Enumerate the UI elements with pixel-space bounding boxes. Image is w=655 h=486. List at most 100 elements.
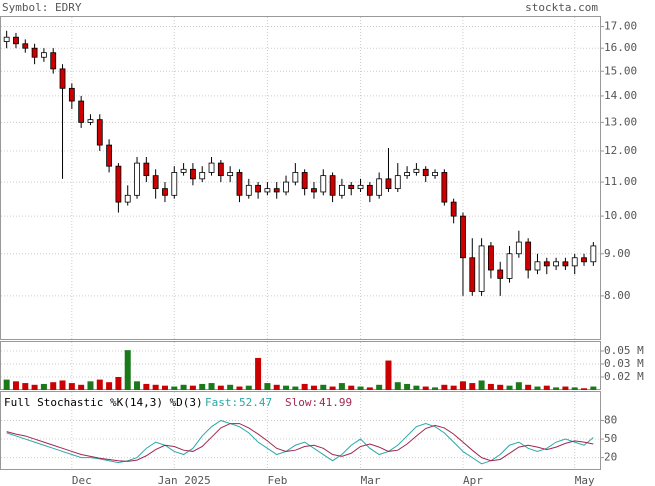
volume-bar (171, 386, 178, 390)
volume-bar (217, 385, 224, 390)
y-tick-label: 10.00 (604, 209, 637, 222)
candle-body (68, 87, 75, 102)
volume-bar (40, 383, 47, 390)
candle-body (553, 261, 559, 267)
y-tick-label: 15.00 (604, 64, 637, 77)
candle-body (87, 119, 94, 123)
candle-body (171, 172, 178, 196)
volume-bar (478, 380, 485, 390)
volume-bar (376, 384, 383, 390)
volume-bar (78, 384, 85, 390)
candle-body (311, 188, 317, 193)
candle-body (190, 168, 196, 180)
volume-bar (404, 383, 411, 390)
volume-bar (96, 379, 103, 390)
volume-bar (273, 384, 280, 390)
price-panel (0, 16, 601, 340)
volume-bar (22, 383, 29, 390)
volume-bar (348, 385, 355, 390)
candle-body (394, 175, 401, 190)
candle-body (441, 172, 448, 203)
legend-value: 52.47 (239, 396, 272, 409)
candle-body (292, 172, 299, 183)
volume-bar (441, 384, 448, 390)
y-tick-label: 9.00 (604, 247, 631, 260)
volume-bar (329, 386, 336, 390)
candle-body (497, 269, 504, 279)
y-tick-label: 13.00 (604, 115, 637, 128)
candle-body (199, 172, 206, 180)
volume-bar (180, 384, 187, 390)
volume-bar (487, 383, 494, 390)
candle-body (534, 261, 541, 271)
candle-body (329, 175, 336, 196)
candle-body (562, 261, 569, 267)
candle-body (515, 241, 522, 255)
candle-body (115, 165, 122, 203)
candle-body (404, 172, 410, 177)
volume-bar (469, 383, 476, 390)
candle-body (162, 188, 168, 196)
candle-body (283, 181, 289, 193)
volume-bar (59, 380, 66, 390)
volume-bar (497, 384, 504, 390)
volume-bar (422, 386, 429, 390)
x-tick-label: May (575, 474, 595, 486)
candle-body (134, 162, 140, 196)
volume-bar (301, 383, 308, 390)
candle-body (227, 172, 234, 177)
volume-bar (413, 385, 420, 390)
volume-bar (31, 384, 38, 390)
candle-body (50, 52, 57, 70)
candle-body (385, 178, 392, 190)
x-tick-label: Apr (463, 474, 483, 486)
candle-body (236, 172, 243, 196)
candle-body (432, 172, 438, 177)
candle-body (525, 241, 532, 271)
volume-bar (189, 385, 196, 390)
legend-name: Slow: (285, 396, 318, 409)
volume-bar (106, 382, 113, 390)
candle-body (31, 47, 38, 58)
candle-body (571, 257, 578, 267)
candle-body (41, 52, 47, 58)
candle-body (124, 194, 131, 203)
y-tick-label: 11.00 (604, 175, 637, 188)
volume-bar (338, 383, 345, 390)
volume-bar (506, 385, 513, 390)
candle-body (264, 188, 271, 193)
candle-body (460, 215, 466, 259)
candle-body (217, 162, 224, 177)
volume-bar (590, 386, 597, 390)
candle-body (180, 168, 187, 173)
candle-body (22, 43, 29, 49)
candle-body (245, 184, 252, 196)
volume-bar (245, 385, 252, 390)
candle-body (469, 257, 476, 292)
candle-body (301, 172, 308, 190)
symbol: Symbol: EDRY (2, 1, 82, 14)
candle-body (413, 168, 420, 173)
y-tick-label: 50 (604, 432, 617, 445)
volume-bar (227, 384, 234, 390)
volume-bar (571, 387, 578, 390)
volume-bar (515, 382, 522, 390)
site: stockta.com (525, 1, 598, 14)
legend-value: 41.99 (319, 396, 352, 409)
volume-bar (161, 385, 168, 390)
candle-body (96, 119, 103, 146)
y-tick-label: 8.00 (604, 289, 631, 302)
candle-body (488, 245, 494, 271)
volume-bar (292, 386, 299, 390)
volume-bar (255, 357, 262, 390)
volume-bar (143, 383, 150, 390)
y-tick-label: 0.05 M (604, 344, 644, 357)
indicator-line (6, 419, 594, 465)
x-tick-label: Jan 2025 (158, 474, 211, 486)
candle-body (273, 188, 280, 193)
stochastic-panel (0, 391, 601, 470)
candle-body (339, 184, 345, 196)
volume-bar (385, 360, 392, 390)
